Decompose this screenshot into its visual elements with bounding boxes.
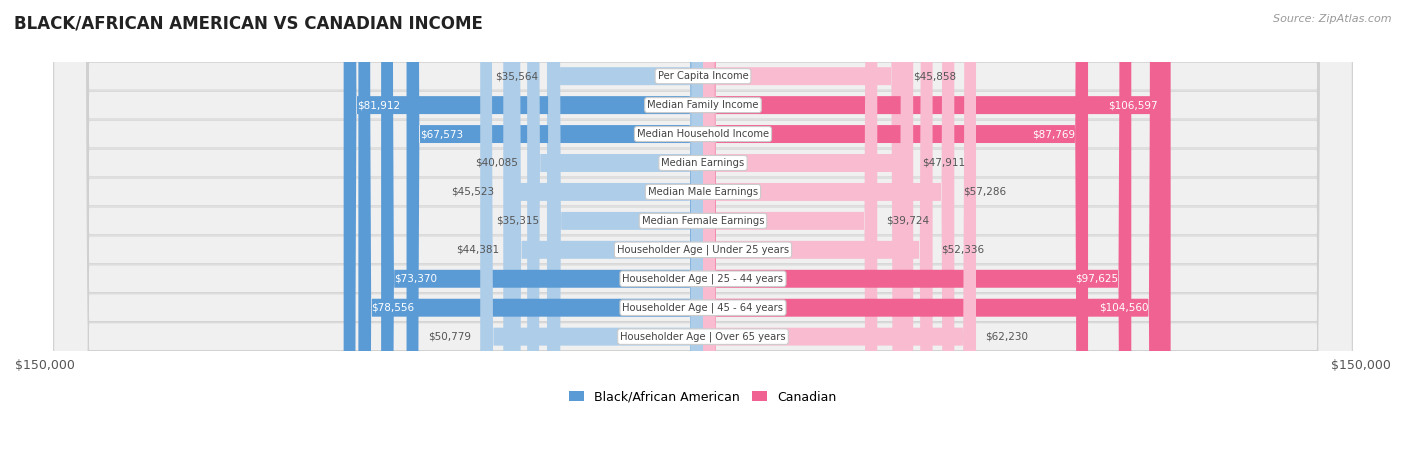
FancyBboxPatch shape — [703, 0, 955, 467]
FancyBboxPatch shape — [527, 0, 703, 467]
FancyBboxPatch shape — [703, 0, 1132, 467]
FancyBboxPatch shape — [703, 0, 904, 467]
FancyBboxPatch shape — [53, 0, 1353, 467]
Text: Median Earnings: Median Earnings — [661, 158, 745, 168]
Text: $73,370: $73,370 — [394, 274, 437, 284]
Text: $87,769: $87,769 — [1032, 129, 1076, 139]
FancyBboxPatch shape — [703, 0, 912, 467]
FancyBboxPatch shape — [703, 0, 1088, 467]
Text: $67,573: $67,573 — [420, 129, 463, 139]
FancyBboxPatch shape — [503, 0, 703, 467]
Text: $78,556: $78,556 — [371, 303, 415, 313]
Text: BLACK/AFRICAN AMERICAN VS CANADIAN INCOME: BLACK/AFRICAN AMERICAN VS CANADIAN INCOM… — [14, 14, 482, 32]
FancyBboxPatch shape — [703, 0, 932, 467]
Text: $35,315: $35,315 — [496, 216, 540, 226]
FancyBboxPatch shape — [53, 0, 1353, 467]
Legend: Black/African American, Canadian: Black/African American, Canadian — [564, 386, 842, 409]
FancyBboxPatch shape — [343, 0, 703, 467]
FancyBboxPatch shape — [53, 0, 1353, 467]
FancyBboxPatch shape — [548, 0, 703, 467]
FancyBboxPatch shape — [703, 0, 1171, 467]
FancyBboxPatch shape — [406, 0, 703, 467]
Text: $52,336: $52,336 — [942, 245, 984, 255]
Text: $47,911: $47,911 — [922, 158, 965, 168]
Text: $57,286: $57,286 — [963, 187, 1007, 197]
Text: Householder Age | 45 - 64 years: Householder Age | 45 - 64 years — [623, 303, 783, 313]
Text: $81,912: $81,912 — [357, 100, 399, 110]
FancyBboxPatch shape — [53, 0, 1353, 467]
FancyBboxPatch shape — [53, 0, 1353, 467]
FancyBboxPatch shape — [703, 0, 1161, 467]
Text: $40,085: $40,085 — [475, 158, 519, 168]
Text: $62,230: $62,230 — [984, 332, 1028, 342]
FancyBboxPatch shape — [359, 0, 703, 467]
Text: Source: ZipAtlas.com: Source: ZipAtlas.com — [1274, 14, 1392, 24]
Text: $39,724: $39,724 — [886, 216, 929, 226]
Text: $106,597: $106,597 — [1108, 100, 1157, 110]
Text: Median Female Earnings: Median Female Earnings — [641, 216, 765, 226]
FancyBboxPatch shape — [53, 0, 1353, 467]
Text: Median Family Income: Median Family Income — [647, 100, 759, 110]
Text: Median Male Earnings: Median Male Earnings — [648, 187, 758, 197]
Text: Householder Age | Under 25 years: Householder Age | Under 25 years — [617, 245, 789, 255]
FancyBboxPatch shape — [53, 0, 1353, 467]
FancyBboxPatch shape — [481, 0, 703, 467]
Text: $50,779: $50,779 — [429, 332, 471, 342]
FancyBboxPatch shape — [53, 0, 1353, 467]
Text: Per Capita Income: Per Capita Income — [658, 71, 748, 81]
Text: Householder Age | Over 65 years: Householder Age | Over 65 years — [620, 332, 786, 342]
Text: $45,523: $45,523 — [451, 187, 495, 197]
FancyBboxPatch shape — [703, 0, 877, 467]
FancyBboxPatch shape — [547, 0, 703, 467]
FancyBboxPatch shape — [381, 0, 703, 467]
Text: Householder Age | 25 - 44 years: Householder Age | 25 - 44 years — [623, 274, 783, 284]
Text: $35,564: $35,564 — [495, 71, 538, 81]
FancyBboxPatch shape — [53, 0, 1353, 467]
Text: $44,381: $44,381 — [457, 245, 499, 255]
Text: $45,858: $45,858 — [912, 71, 956, 81]
Text: $97,625: $97,625 — [1076, 274, 1118, 284]
FancyBboxPatch shape — [509, 0, 703, 467]
Text: Median Household Income: Median Household Income — [637, 129, 769, 139]
FancyBboxPatch shape — [53, 0, 1353, 467]
FancyBboxPatch shape — [703, 0, 976, 467]
Text: $104,560: $104,560 — [1099, 303, 1149, 313]
